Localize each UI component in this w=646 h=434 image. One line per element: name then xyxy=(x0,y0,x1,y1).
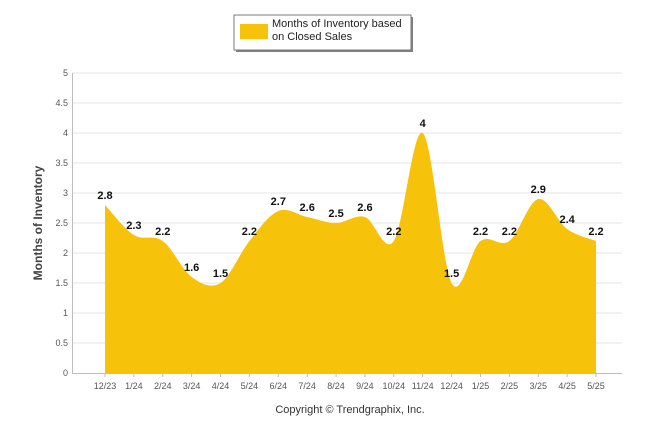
legend-line-2: on Closed Sales xyxy=(272,31,353,43)
x-tick-label: 12/23 xyxy=(94,381,117,391)
legend-swatch xyxy=(240,24,268,39)
x-tick-label: 10/24 xyxy=(383,381,406,391)
data-label: 4 xyxy=(420,118,427,130)
x-tick-label: 12/24 xyxy=(440,381,463,391)
data-label: 2.2 xyxy=(473,226,488,238)
y-axis-title: Months of Inventory xyxy=(31,165,45,280)
y-tick-label: 0.5 xyxy=(55,338,68,348)
data-label: 2.2 xyxy=(242,226,257,238)
y-tick-label: 4 xyxy=(63,128,68,138)
data-label: 2.6 xyxy=(300,202,315,214)
data-label: 2.4 xyxy=(559,214,575,226)
x-tick-label: 3/24 xyxy=(183,381,201,391)
data-label: 1.5 xyxy=(213,268,228,280)
y-tick-label: 1 xyxy=(63,308,68,318)
x-tick-label: 6/24 xyxy=(270,381,288,391)
data-label: 2.6 xyxy=(357,202,372,214)
x-tick-label: 4/24 xyxy=(212,381,230,391)
data-label: 2.7 xyxy=(271,196,286,208)
data-labels: 2.8 2.3 2.2 1.6 1.5 2.2 2.7 2.6 2.5 2.6 2.2 4 1.5 2.2… xyxy=(97,118,603,280)
y-tick-label: 1.5 xyxy=(55,278,68,288)
copyright-text: Copyright © Trendgraphix, Inc. xyxy=(275,404,424,416)
y-tick-label: 3 xyxy=(63,188,68,198)
data-label: 2.2 xyxy=(502,226,517,238)
y-tick-label: 5 xyxy=(63,68,68,78)
data-label: 2.8 xyxy=(97,190,112,202)
x-tick-label: 3/25 xyxy=(529,381,547,391)
axes xyxy=(72,73,622,374)
y-tick-label: 3.5 xyxy=(55,158,68,168)
x-tick-label: 7/24 xyxy=(298,381,316,391)
x-tick-label: 1/25 xyxy=(472,381,490,391)
data-label: 1.5 xyxy=(444,268,459,280)
x-tick-label: 4/25 xyxy=(558,381,576,391)
y-tick-label: 2.5 xyxy=(55,218,68,228)
legend-line-1: Months of Inventory based xyxy=(272,18,402,30)
x-tick-label: 5/24 xyxy=(241,381,259,391)
y-tick-label: 0 xyxy=(63,368,68,378)
x-tick-label: 2/24 xyxy=(154,381,172,391)
data-label: 1.6 xyxy=(184,262,199,274)
data-label: 2.2 xyxy=(155,226,170,238)
data-label: 2.3 xyxy=(126,220,141,232)
x-tick-labels: 12/23 1/24 2/24 3/24 4/24 5/24 6/24 7/24 8/24 9/2… xyxy=(94,373,605,391)
data-label: 2.9 xyxy=(531,184,546,196)
x-tick-label: 11/24 xyxy=(412,381,434,391)
legend: Months of Inventory based on Closed Sale… xyxy=(233,14,413,52)
y-tick-labels: 0 0.5 1 1.5 2 2.5 3 3.5 4 4.5 5 xyxy=(55,68,68,378)
data-label: 2.2 xyxy=(386,226,401,238)
area-fill xyxy=(105,132,596,373)
y-tick-label: 4.5 xyxy=(55,98,68,108)
x-tick-label: 5/25 xyxy=(587,381,605,391)
x-tick-label: 2/25 xyxy=(501,381,519,391)
x-tick-label: 8/24 xyxy=(327,381,345,391)
x-tick-label: 1/24 xyxy=(125,381,143,391)
area-series xyxy=(105,132,596,373)
data-label: 2.2 xyxy=(588,226,603,238)
data-label: 2.5 xyxy=(328,208,343,220)
y-tick-label: 2 xyxy=(63,248,68,258)
x-tick-label: 9/24 xyxy=(356,381,374,391)
